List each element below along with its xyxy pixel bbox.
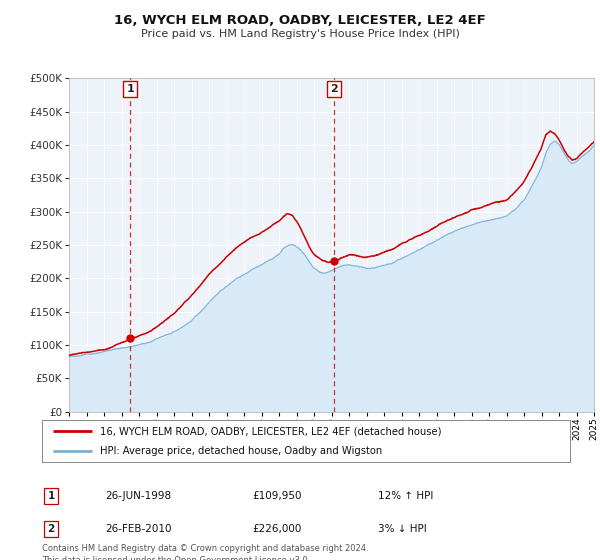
Text: 16, WYCH ELM ROAD, OADBY, LEICESTER, LE2 4EF (detached house): 16, WYCH ELM ROAD, OADBY, LEICESTER, LE2… bbox=[100, 426, 442, 436]
Text: Contains HM Land Registry data © Crown copyright and database right 2024.
This d: Contains HM Land Registry data © Crown c… bbox=[42, 544, 368, 560]
Text: £109,950: £109,950 bbox=[252, 491, 302, 501]
Text: 16, WYCH ELM ROAD, OADBY, LEICESTER, LE2 4EF: 16, WYCH ELM ROAD, OADBY, LEICESTER, LE2… bbox=[114, 14, 486, 27]
Text: Price paid vs. HM Land Registry's House Price Index (HPI): Price paid vs. HM Land Registry's House … bbox=[140, 29, 460, 39]
Text: 1: 1 bbox=[126, 84, 134, 94]
Text: 12% ↑ HPI: 12% ↑ HPI bbox=[378, 491, 433, 501]
Text: 2: 2 bbox=[47, 524, 55, 534]
Text: £226,000: £226,000 bbox=[252, 524, 301, 534]
Text: HPI: Average price, detached house, Oadby and Wigston: HPI: Average price, detached house, Oadb… bbox=[100, 446, 382, 456]
Text: 1: 1 bbox=[47, 491, 55, 501]
Text: 26-FEB-2010: 26-FEB-2010 bbox=[105, 524, 172, 534]
Text: 2: 2 bbox=[330, 84, 338, 94]
Text: 26-JUN-1998: 26-JUN-1998 bbox=[105, 491, 171, 501]
Text: 3% ↓ HPI: 3% ↓ HPI bbox=[378, 524, 427, 534]
